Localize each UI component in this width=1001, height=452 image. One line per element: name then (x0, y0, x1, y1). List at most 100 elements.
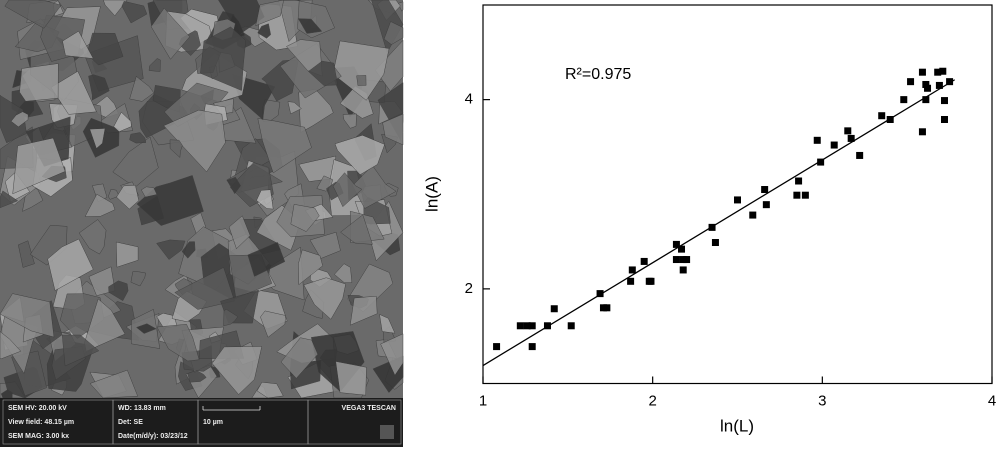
point (628, 266, 636, 274)
sem-grain (303, 277, 346, 320)
sem-grain (156, 324, 200, 362)
point (672, 256, 680, 264)
sem-grain (84, 193, 116, 217)
sem-grain (257, 118, 312, 174)
annotation: R²=0.975 (565, 66, 631, 83)
sem-grain (19, 63, 59, 102)
point (856, 151, 864, 159)
point (711, 239, 719, 247)
sem-grain (88, 74, 110, 101)
point (550, 305, 558, 313)
sem-grain (309, 231, 341, 259)
point (940, 115, 948, 123)
sem-grain (181, 241, 196, 259)
point (749, 211, 757, 219)
sem-grain (383, 21, 404, 45)
fit-line (482, 79, 956, 367)
sem-grain (61, 334, 100, 367)
sem-grain (349, 295, 378, 326)
sem-grain (308, 60, 338, 86)
point (762, 201, 770, 209)
point (683, 256, 691, 264)
point (940, 97, 948, 105)
y-axis-label: ln(A) (422, 176, 441, 212)
sem-grain (382, 113, 404, 146)
sem-brand: VEGA3 TESCAN (342, 405, 396, 412)
point (528, 322, 536, 330)
x-axis-label: ln(L) (720, 416, 754, 435)
point (939, 67, 947, 75)
point (523, 322, 531, 330)
point (708, 223, 716, 231)
point (918, 68, 926, 76)
sem-grain (47, 238, 94, 291)
point (528, 343, 536, 351)
sem-grain (298, 249, 323, 286)
sem-grain (78, 219, 107, 255)
sem-grain (113, 111, 132, 132)
sem-grain (290, 204, 320, 232)
point (918, 128, 926, 136)
point (795, 177, 803, 185)
sem-grain (62, 30, 94, 59)
x-tick-label: 2 (648, 392, 656, 409)
sem-grain (121, 1, 148, 24)
sem-grain (18, 240, 35, 268)
sem-grain (380, 333, 404, 376)
point (678, 245, 686, 253)
point (793, 191, 801, 199)
point (734, 196, 741, 204)
sem-grain (332, 172, 363, 208)
sem-info-bar (0, 398, 403, 447)
sem-det: Det: SE (118, 419, 143, 426)
y-tick-label: 4 (465, 91, 473, 108)
point (886, 115, 894, 123)
point (640, 257, 648, 265)
x-tick-label: 3 (818, 392, 826, 409)
sem-scale: 10 µm (203, 419, 223, 426)
point (830, 141, 838, 149)
sem-grain (130, 271, 146, 287)
sem-grain (115, 241, 139, 268)
sem-grain (89, 369, 139, 399)
sem-grain (12, 137, 66, 195)
sem-date: Date(m/d/y): 03/23/12 (118, 433, 188, 440)
sem-grain (129, 132, 147, 144)
sem-view-field: View field: 48.15 µm (8, 419, 74, 426)
point (567, 322, 575, 330)
sem-grain (187, 370, 207, 383)
plot-frame (482, 4, 993, 385)
sem-texture (0, 0, 404, 399)
sem-grain (332, 40, 390, 101)
y-tick-label: 2 (465, 280, 473, 297)
sem-grain (298, 89, 334, 133)
info-boxes (2, 399, 402, 445)
sem-grain (0, 293, 55, 338)
sem-grain (112, 136, 159, 188)
sem-grain (342, 113, 357, 129)
sem-grain (150, 7, 191, 60)
point (761, 186, 769, 194)
sem-grain (297, 18, 323, 34)
sem-grain (379, 313, 396, 334)
logo (380, 425, 394, 439)
point (817, 158, 825, 166)
sem-wd: WD: 13.83 mm (118, 405, 166, 412)
point (946, 78, 954, 86)
point (647, 277, 655, 285)
sem-grain (156, 239, 186, 260)
sem-grain (255, 0, 284, 27)
point (900, 96, 908, 104)
sem-grain (174, 267, 235, 310)
point (934, 68, 942, 76)
sem-grain (116, 184, 140, 210)
sem-grain (352, 165, 397, 209)
point (679, 266, 687, 274)
point (813, 136, 821, 144)
sem-grain (135, 323, 157, 334)
point (847, 134, 855, 142)
sem-grain (223, 309, 239, 327)
sem-grain (0, 190, 19, 209)
sem-grain (148, 58, 161, 72)
